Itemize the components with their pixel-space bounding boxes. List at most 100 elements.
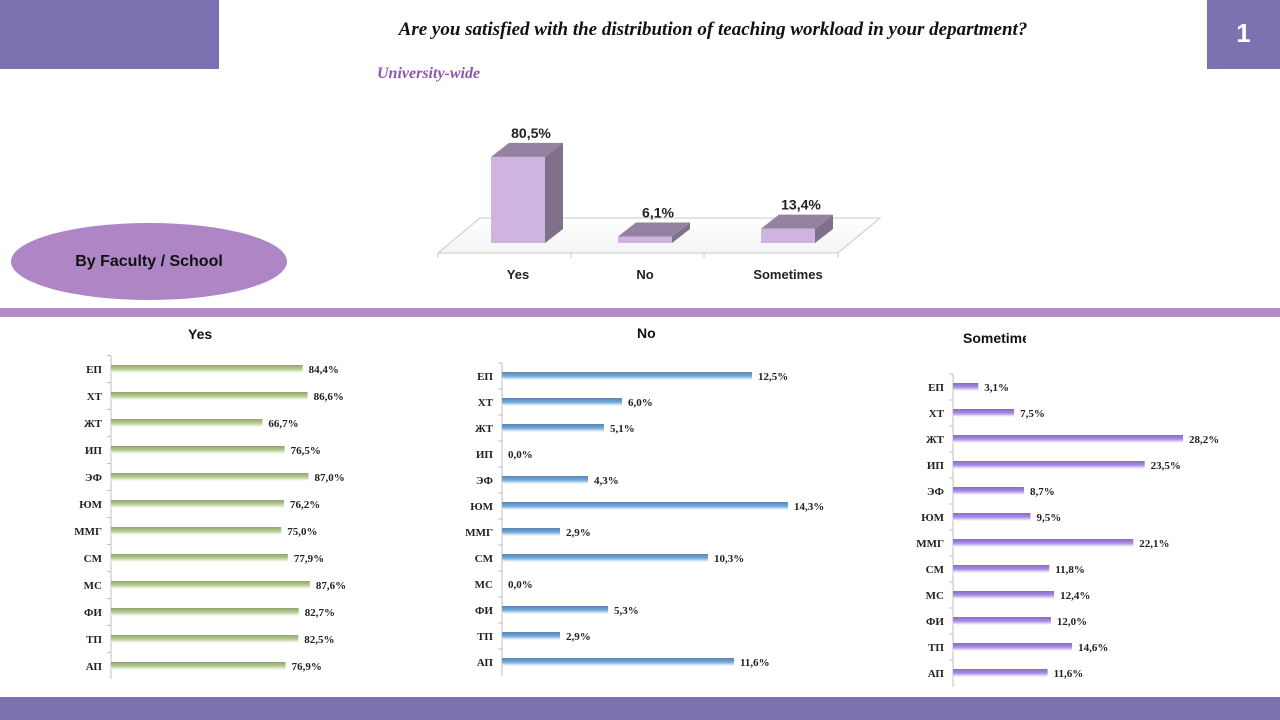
data-label: 4,3% bbox=[594, 475, 619, 487]
no-chart-title: No bbox=[637, 325, 656, 341]
category-label: ЕП bbox=[477, 371, 493, 383]
data-label: 11,6% bbox=[1054, 668, 1084, 680]
bar bbox=[502, 632, 560, 640]
bar bbox=[111, 419, 263, 427]
bar bbox=[111, 473, 309, 481]
data-label: 75,0% bbox=[287, 526, 317, 538]
category-label: АП bbox=[477, 657, 494, 669]
data-label: 13,4% bbox=[781, 197, 821, 213]
data-label: 86,6% bbox=[314, 391, 344, 403]
category-label: ФИ bbox=[475, 605, 493, 617]
category-label: ЮМ bbox=[470, 501, 493, 513]
data-label: 0,0% bbox=[508, 449, 533, 461]
bar bbox=[111, 365, 303, 373]
category-label: ЕП bbox=[928, 382, 944, 394]
data-label: 84,4% bbox=[309, 364, 339, 376]
chart-subtitle: University-wide bbox=[377, 65, 481, 82]
data-label: 9,5% bbox=[1036, 512, 1061, 524]
bar-top bbox=[618, 222, 690, 237]
data-label: 3,1% bbox=[984, 382, 1009, 394]
bar bbox=[953, 539, 1134, 547]
data-label: 11,6% bbox=[740, 657, 770, 669]
bar bbox=[111, 554, 288, 562]
category-label: ЕП bbox=[86, 364, 102, 376]
data-label: 5,1% bbox=[610, 423, 635, 435]
category-label: ТП bbox=[86, 634, 102, 646]
category-label: ЖТ bbox=[475, 423, 494, 435]
category-label: ЖТ bbox=[926, 434, 945, 446]
footer-bar bbox=[0, 697, 1280, 720]
data-label: 28,2% bbox=[1189, 434, 1219, 446]
bar bbox=[953, 409, 1015, 417]
bar bbox=[111, 527, 282, 535]
bar bbox=[953, 513, 1031, 521]
bar-sometimes bbox=[761, 214, 833, 243]
category-label: ФИ bbox=[926, 616, 944, 628]
bar bbox=[953, 643, 1073, 651]
data-label: 8,7% bbox=[1030, 486, 1055, 498]
bar bbox=[502, 372, 752, 380]
bar-top bbox=[491, 142, 563, 157]
category-label: ХТ bbox=[87, 391, 103, 403]
university-wide-chart: 80,5% Yes 6,1% No 13,4% Sometimes bbox=[436, 125, 882, 282]
data-label: 14,6% bbox=[1078, 642, 1108, 654]
bar-no bbox=[618, 222, 690, 243]
bar-top bbox=[761, 214, 833, 229]
bar bbox=[111, 581, 310, 589]
data-label: 6,1% bbox=[642, 204, 674, 220]
data-label: 76,9% bbox=[292, 661, 322, 673]
data-label: 2,9% bbox=[566, 527, 591, 539]
category-label: ФИ bbox=[84, 607, 102, 619]
bar-side bbox=[815, 214, 833, 243]
category-label: ХТ bbox=[929, 408, 945, 420]
category-label: Sometimes bbox=[753, 267, 822, 282]
category-label: No bbox=[636, 267, 653, 282]
data-label: 77,9% bbox=[294, 553, 324, 565]
yes-chart-title: Yes bbox=[188, 326, 213, 342]
category-label: ЮМ bbox=[921, 512, 944, 524]
category-label: ЮМ bbox=[79, 499, 102, 511]
page-title: Are you satisfied with the distribution … bbox=[398, 19, 1028, 40]
bar bbox=[953, 565, 1050, 573]
bar bbox=[953, 617, 1051, 625]
category-label: АП bbox=[928, 668, 945, 680]
category-label: СМ bbox=[84, 553, 103, 565]
bar bbox=[502, 606, 608, 614]
data-label: 14,3% bbox=[794, 501, 824, 513]
bar bbox=[502, 476, 588, 484]
category-label: ЖТ bbox=[84, 418, 103, 430]
category-label: ММГ bbox=[74, 526, 102, 538]
bar bbox=[953, 591, 1055, 599]
category-label: АП bbox=[86, 661, 103, 673]
data-label: 87,0% bbox=[314, 472, 344, 484]
data-label: 82,5% bbox=[304, 634, 334, 646]
category-label: ЭФ bbox=[476, 475, 494, 487]
bar bbox=[502, 424, 604, 432]
data-label: 76,5% bbox=[291, 445, 321, 457]
section-label: By Faculty / School bbox=[11, 223, 287, 300]
bar bbox=[953, 383, 979, 391]
category-label: Yes bbox=[507, 267, 529, 282]
category-label: ЭФ bbox=[85, 472, 103, 484]
data-label: 0,0% bbox=[508, 579, 533, 591]
bar bbox=[502, 528, 560, 536]
bar bbox=[953, 487, 1024, 495]
bar-front bbox=[761, 228, 815, 243]
bar-front bbox=[618, 236, 672, 243]
bar bbox=[111, 392, 308, 400]
bar-front bbox=[491, 156, 545, 243]
category-label: СМ bbox=[926, 564, 945, 576]
bar bbox=[111, 608, 299, 616]
data-label: 12,5% bbox=[758, 371, 788, 383]
bar bbox=[502, 502, 788, 510]
bar bbox=[111, 662, 286, 670]
bar-yes bbox=[491, 142, 563, 243]
category-label: ИП bbox=[927, 460, 945, 472]
data-label: 82,7% bbox=[305, 607, 335, 619]
bar bbox=[953, 669, 1048, 677]
category-label: ИП bbox=[85, 445, 103, 457]
section-divider bbox=[0, 308, 1280, 317]
